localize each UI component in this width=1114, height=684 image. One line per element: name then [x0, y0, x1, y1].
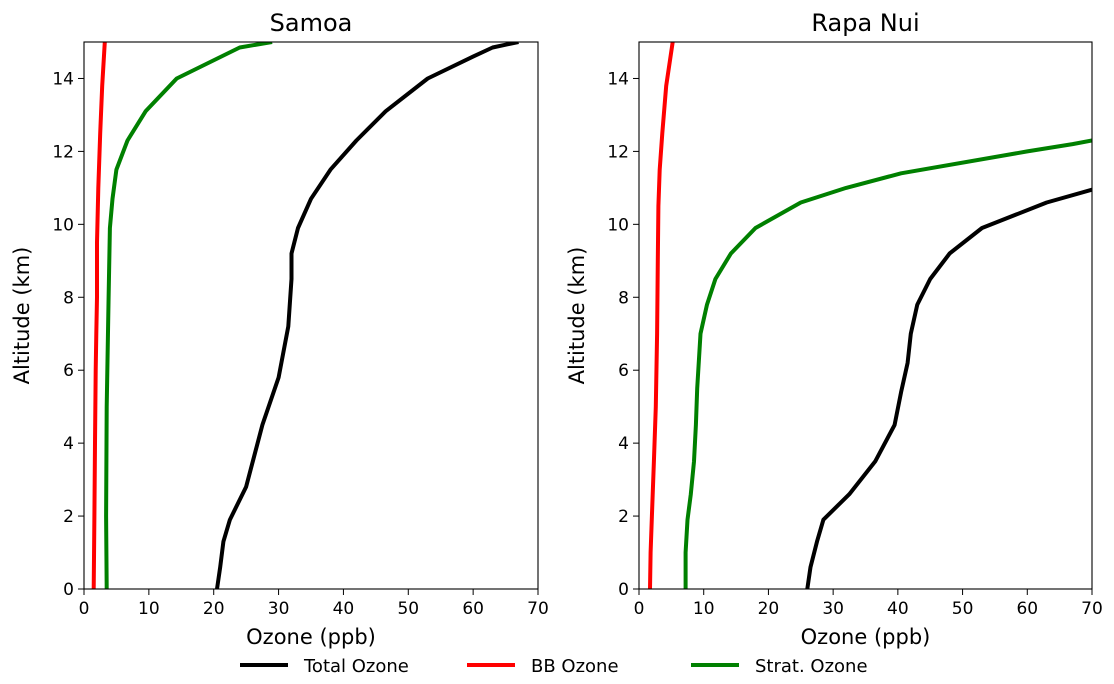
x-tick-label: 60: [1016, 599, 1038, 619]
y-tick-label: 4: [618, 434, 629, 454]
y-tick-label: 4: [63, 434, 74, 454]
x-tick-label: 70: [1081, 599, 1103, 619]
x-tick-label: 20: [758, 599, 780, 619]
panel-rapa-nui: 0 10 20 30 40 50 60 70 0 2 4 6 8 10 12 14 Rapa Nui Ozone …: [565, 9, 1103, 649]
y-tick-label: 0: [63, 580, 74, 600]
x-tick-label: 10: [138, 599, 160, 619]
x-tick-label: 30: [822, 599, 844, 619]
y-axis-label: Altitude (km): [10, 247, 34, 385]
y-tick-label: 12: [52, 142, 74, 162]
y-axis-label: Altitude (km): [565, 247, 589, 385]
axes-frame: [638, 41, 1093, 590]
series-line-strat-ozone: [683, 138, 1092, 589]
x-tick-label: 20: [203, 599, 225, 619]
y-tick-label: 2: [618, 507, 629, 527]
x-tick-label: 70: [527, 599, 549, 619]
x-tick-label: 50: [952, 599, 974, 619]
y-tick-label: 6: [63, 361, 74, 381]
x-tick-label: 0: [634, 599, 645, 619]
y-tick-label: 6: [618, 361, 629, 381]
y-tick-label: 14: [52, 69, 74, 89]
legend: Total Ozone BB Ozone Strat. Ozone: [240, 656, 868, 677]
x-tick-label: 0: [79, 599, 90, 619]
x-tick-label: 30: [268, 599, 290, 619]
x-tick-label: 40: [887, 599, 909, 619]
legend-label-bb-ozone: BB Ozone: [531, 656, 619, 677]
chart-title: Rapa Nui: [811, 9, 919, 37]
x-axis-label: Ozone (ppb): [246, 625, 376, 649]
series-line-total-ozone: [215, 42, 519, 589]
x-tick-label: 40: [333, 599, 355, 619]
y-tick-label: 0: [618, 580, 629, 600]
y-tick-label: 12: [607, 142, 629, 162]
x-tick-label: 60: [462, 599, 484, 619]
y-tick-label: 8: [63, 288, 74, 308]
x-axis-label: Ozone (ppb): [801, 625, 931, 649]
series-line-bb-ozone: [91, 42, 107, 589]
y-tick-label: 8: [618, 288, 629, 308]
legend-label-total-ozone: Total Ozone: [303, 656, 409, 677]
series-line-bb-ozone: [648, 42, 675, 589]
y-tick-label: 14: [607, 69, 629, 89]
panel-samoa: 0 10 20 30 40 50 60 70 0 2 4 6 8 10 12 14 Samoa Ozone (pp…: [10, 9, 549, 649]
y-tick-label: 2: [63, 507, 74, 527]
chart-title: Samoa: [270, 9, 353, 37]
series-line-strat-ozone: [104, 42, 273, 589]
y-tick-label: 10: [52, 215, 74, 235]
x-tick-label: 50: [397, 599, 419, 619]
x-tick-label: 10: [693, 599, 715, 619]
legend-label-strat-ozone: Strat. Ozone: [755, 656, 868, 677]
series-line-total-ozone: [805, 187, 1092, 589]
axes-frame: [83, 41, 539, 590]
y-tick-label: 10: [607, 215, 629, 235]
